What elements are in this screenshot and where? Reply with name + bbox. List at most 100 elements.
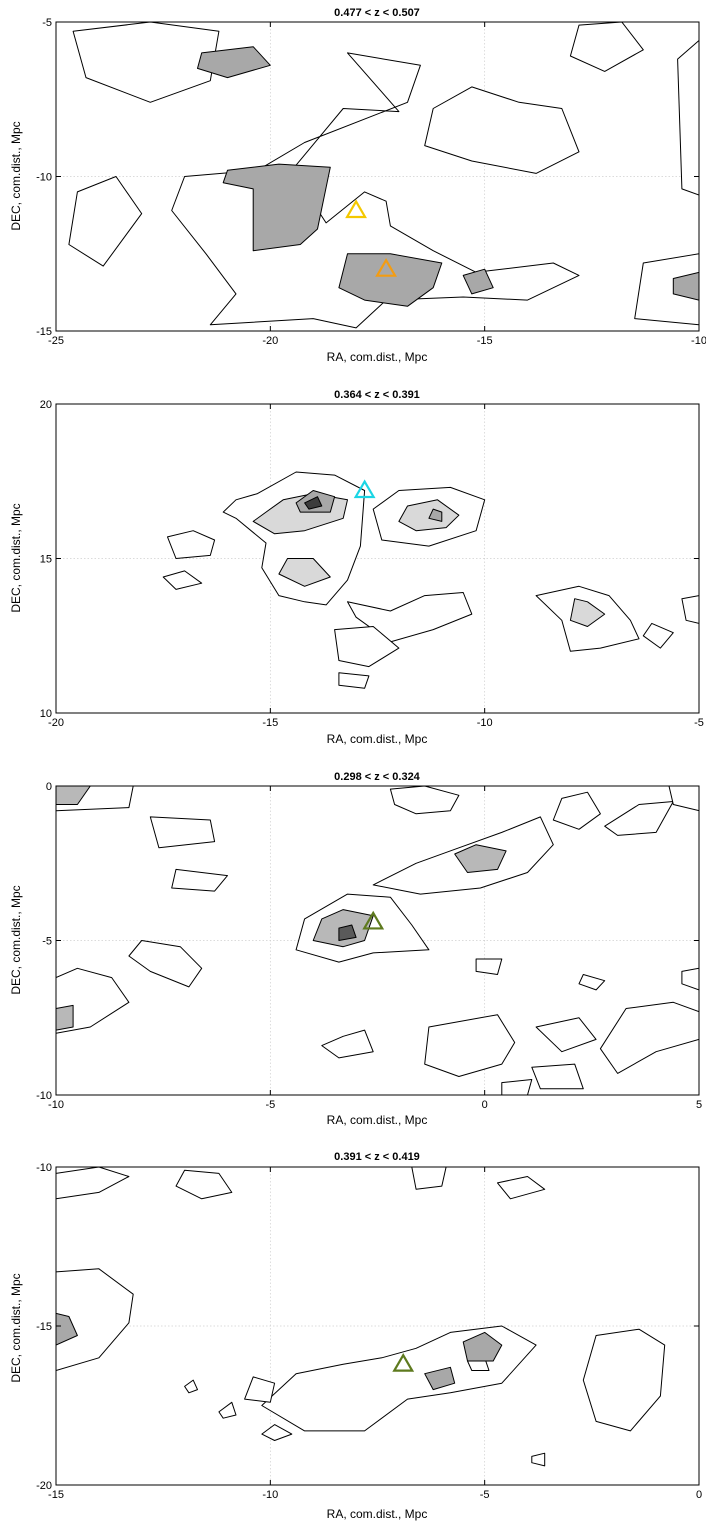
contour-level-1 xyxy=(175,1169,233,1200)
contour-level-1 xyxy=(162,570,203,590)
contour-regions xyxy=(162,471,699,689)
panel-title: 0.364 < z < 0.391 xyxy=(334,389,420,401)
y-tick-label: 15 xyxy=(40,554,52,566)
contour-level-2 xyxy=(569,598,606,627)
contour-level-1 xyxy=(72,22,220,103)
contour-level-1 xyxy=(668,786,699,812)
contour-panel-1: 0.477 < z < 0.507 RA, com.dist., Mpc DEC… xyxy=(9,7,706,364)
y-tick-label: -10 xyxy=(36,172,52,184)
y-axis-label: DEC, com.dist., Mpc xyxy=(9,1273,23,1382)
contour-level-1 xyxy=(68,176,143,267)
contour-level-2 xyxy=(398,499,460,532)
contour-level-1 xyxy=(681,967,699,991)
x-tick-label: 5 xyxy=(696,1099,702,1111)
contour-level-1 xyxy=(218,1401,237,1419)
contour-level-1 xyxy=(389,786,460,815)
contour-level-1 xyxy=(334,626,400,668)
contour-level-2 xyxy=(197,46,271,79)
x-tick-label: 0 xyxy=(696,1489,702,1501)
x-tick-label: -5 xyxy=(694,717,704,729)
contour-level-1 xyxy=(535,1017,597,1053)
contour-level-2 xyxy=(338,253,443,307)
contour-level-1 xyxy=(56,967,130,1034)
x-axis-label: RA, com.dist., Mpc xyxy=(327,1113,428,1127)
contour-level-1 xyxy=(677,40,699,196)
x-tick-label: -10 xyxy=(477,717,493,729)
contour-panel-2: 0.364 < z < 0.391 RA, com.dist., Mpc DEC… xyxy=(9,389,704,746)
contour-level-1 xyxy=(531,1063,584,1090)
y-tick-label: -10 xyxy=(36,1090,52,1102)
y-tick-label: 20 xyxy=(40,399,52,411)
contour-level-1 xyxy=(411,1167,447,1190)
contour-level-2 xyxy=(454,844,507,873)
contour-level-2 xyxy=(222,163,331,252)
panel-title: 0.477 < z < 0.507 xyxy=(334,7,420,19)
x-tick-label: -5 xyxy=(480,1489,490,1501)
contour-level-1 xyxy=(552,791,601,830)
y-tick-label: -20 xyxy=(36,1480,52,1492)
contour-level-1 xyxy=(128,940,203,988)
x-tick-label: -5 xyxy=(265,1099,275,1111)
x-tick-label: -15 xyxy=(48,1489,64,1501)
contour-level-1 xyxy=(347,592,473,643)
contour-level-2 xyxy=(56,1312,78,1346)
x-tick-label: -15 xyxy=(477,335,493,347)
contour-panel-3: 0.298 < z < 0.324 RA, com.dist., Mpc DEC… xyxy=(9,771,702,1127)
contour-level-2 xyxy=(462,268,494,295)
contour-level-1 xyxy=(681,595,699,624)
contour-level-1 xyxy=(261,1424,293,1441)
x-axis-label: RA, com.dist., Mpc xyxy=(327,1507,428,1521)
contour-level-1 xyxy=(424,86,580,174)
x-axis-label: RA, com.dist., Mpc xyxy=(327,732,428,746)
contour-panel-4: 0.391 < z < 0.419 RA, com.dist., Mpc DEC… xyxy=(9,1151,702,1521)
contour-level-1 xyxy=(497,1176,546,1200)
x-axis-label: RA, com.dist., Mpc xyxy=(327,350,428,364)
triangle-marker xyxy=(375,258,397,277)
contour-level-2 xyxy=(672,271,699,301)
contour-level-1 xyxy=(244,1376,276,1403)
contour-level-1 xyxy=(475,958,503,975)
panel-title: 0.298 < z < 0.324 xyxy=(334,771,421,783)
x-tick-label: -10 xyxy=(691,335,706,347)
contour-level-1 xyxy=(531,1452,546,1467)
contour-level-1 xyxy=(578,974,606,991)
y-tick-label: -15 xyxy=(36,1321,52,1333)
contour-level-1 xyxy=(171,868,228,892)
y-tick-label: 10 xyxy=(40,708,52,720)
contour-level-2 xyxy=(462,1331,503,1362)
y-axis-label: DEC, com.dist., Mpc xyxy=(9,885,23,994)
contour-level-1 xyxy=(634,253,699,326)
contour-level-1 xyxy=(184,1379,198,1394)
contour-level-2 xyxy=(56,786,91,805)
contour-level-1 xyxy=(582,1328,666,1432)
y-tick-label: -5 xyxy=(42,17,52,29)
contour-level-1 xyxy=(167,530,216,559)
y-tick-label: -10 xyxy=(36,1162,52,1174)
triangle-marker xyxy=(345,199,367,219)
contour-level-4 xyxy=(304,496,323,510)
x-tick-label: -25 xyxy=(48,335,64,347)
y-axis-label: DEC, com.dist., Mpc xyxy=(9,503,23,612)
contour-level-2 xyxy=(424,1366,456,1391)
contour-level-1 xyxy=(604,801,674,836)
x-tick-label: -20 xyxy=(48,717,64,729)
contour-level-1 xyxy=(599,1001,699,1074)
y-tick-label: -15 xyxy=(36,326,52,338)
contour-level-1 xyxy=(56,1167,130,1200)
contour-level-1 xyxy=(56,1268,134,1371)
y-tick-label: 0 xyxy=(46,781,52,793)
x-tick-label: -10 xyxy=(48,1099,64,1111)
contour-level-1 xyxy=(149,816,216,849)
contour-level-3 xyxy=(338,924,357,941)
contour-level-1 xyxy=(642,622,674,649)
contour-level-3 xyxy=(428,508,443,522)
y-tick-label: -5 xyxy=(42,936,52,948)
contour-level-1 xyxy=(321,1029,374,1059)
contour-level-2 xyxy=(56,1004,74,1031)
contour-level-1 xyxy=(424,1014,516,1077)
x-tick-label: -20 xyxy=(262,335,278,347)
contour-level-1 xyxy=(569,22,644,72)
x-tick-label: 0 xyxy=(482,1099,488,1111)
contour-regions xyxy=(68,22,699,329)
